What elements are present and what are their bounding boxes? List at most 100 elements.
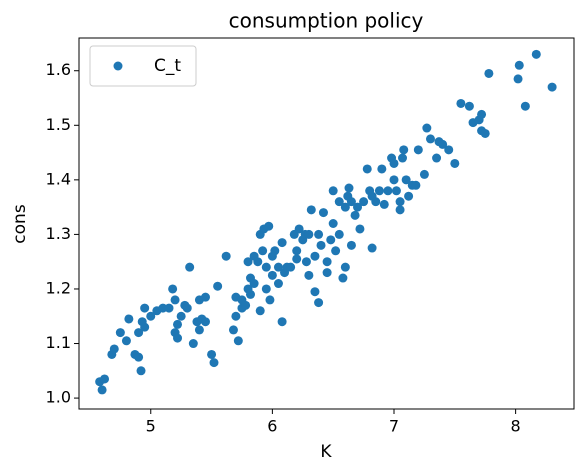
point xyxy=(173,333,183,343)
point xyxy=(185,262,195,272)
point xyxy=(292,254,302,264)
point xyxy=(334,229,344,239)
point xyxy=(340,262,350,272)
point xyxy=(124,314,134,324)
point xyxy=(314,229,324,239)
point xyxy=(136,366,146,376)
point xyxy=(353,202,363,212)
point xyxy=(294,224,304,234)
point xyxy=(340,202,350,212)
point xyxy=(391,186,401,196)
point xyxy=(413,145,423,155)
point xyxy=(301,257,311,267)
point xyxy=(221,251,231,261)
point xyxy=(228,325,238,335)
point xyxy=(477,109,487,119)
point xyxy=(264,221,274,231)
legend-box xyxy=(89,45,197,87)
point xyxy=(444,145,454,155)
y-tick-label: 1.4 xyxy=(46,169,71,188)
point xyxy=(514,60,524,70)
point xyxy=(331,246,341,256)
point xyxy=(399,145,409,155)
point xyxy=(140,303,150,313)
point xyxy=(261,262,271,272)
point xyxy=(249,279,259,289)
point xyxy=(322,268,332,278)
point xyxy=(513,74,523,84)
point xyxy=(395,197,405,207)
point xyxy=(194,325,204,335)
point xyxy=(450,158,460,168)
point xyxy=(383,186,393,196)
point xyxy=(109,344,119,354)
point xyxy=(350,210,360,220)
point xyxy=(389,175,399,185)
point xyxy=(419,169,429,179)
point xyxy=(277,238,287,248)
point xyxy=(140,322,150,332)
point xyxy=(355,224,365,234)
point xyxy=(374,186,384,196)
point xyxy=(100,374,110,384)
point xyxy=(261,284,271,294)
point xyxy=(207,349,217,359)
x-axis-label: K xyxy=(320,442,332,462)
x-tick-label: 6 xyxy=(267,417,277,436)
x-tick-label: 8 xyxy=(511,417,521,436)
point xyxy=(245,289,255,299)
point xyxy=(377,164,387,174)
y-tick-label: 1.0 xyxy=(46,388,71,407)
point xyxy=(344,183,354,193)
point xyxy=(328,186,338,196)
point xyxy=(241,300,251,310)
point xyxy=(253,257,263,267)
point xyxy=(209,358,219,368)
point xyxy=(316,240,326,250)
point xyxy=(326,235,336,245)
point xyxy=(273,262,283,272)
point xyxy=(306,205,316,215)
point xyxy=(531,49,541,59)
point xyxy=(322,257,332,267)
point xyxy=(176,311,186,321)
point xyxy=(359,197,369,207)
point xyxy=(270,246,280,256)
point xyxy=(265,295,275,305)
point xyxy=(464,101,474,111)
point xyxy=(255,306,265,316)
point xyxy=(115,328,125,338)
point xyxy=(146,311,156,321)
point xyxy=(97,385,107,395)
y-axis-label: cons xyxy=(10,204,30,244)
y-tick-label: 1.5 xyxy=(46,115,71,134)
point xyxy=(277,317,287,327)
point xyxy=(484,68,494,78)
y-tick-label: 1.2 xyxy=(46,278,71,297)
point xyxy=(379,199,389,209)
point xyxy=(401,175,411,185)
point xyxy=(310,287,320,297)
y-tick-label: 1.3 xyxy=(46,224,71,243)
x-tick-label: 7 xyxy=(389,417,399,436)
point xyxy=(404,191,414,201)
point xyxy=(182,303,192,313)
point xyxy=(258,246,268,256)
point xyxy=(398,153,408,163)
point xyxy=(318,208,328,218)
point xyxy=(267,270,277,280)
point xyxy=(188,339,198,349)
point xyxy=(362,164,372,174)
point xyxy=(121,336,131,346)
point xyxy=(173,319,183,329)
point xyxy=(367,243,377,253)
point xyxy=(164,303,174,313)
point xyxy=(292,246,302,256)
point xyxy=(438,139,448,149)
point xyxy=(310,251,320,261)
point xyxy=(200,317,210,327)
point xyxy=(134,328,144,338)
point xyxy=(170,295,180,305)
point xyxy=(286,262,296,272)
